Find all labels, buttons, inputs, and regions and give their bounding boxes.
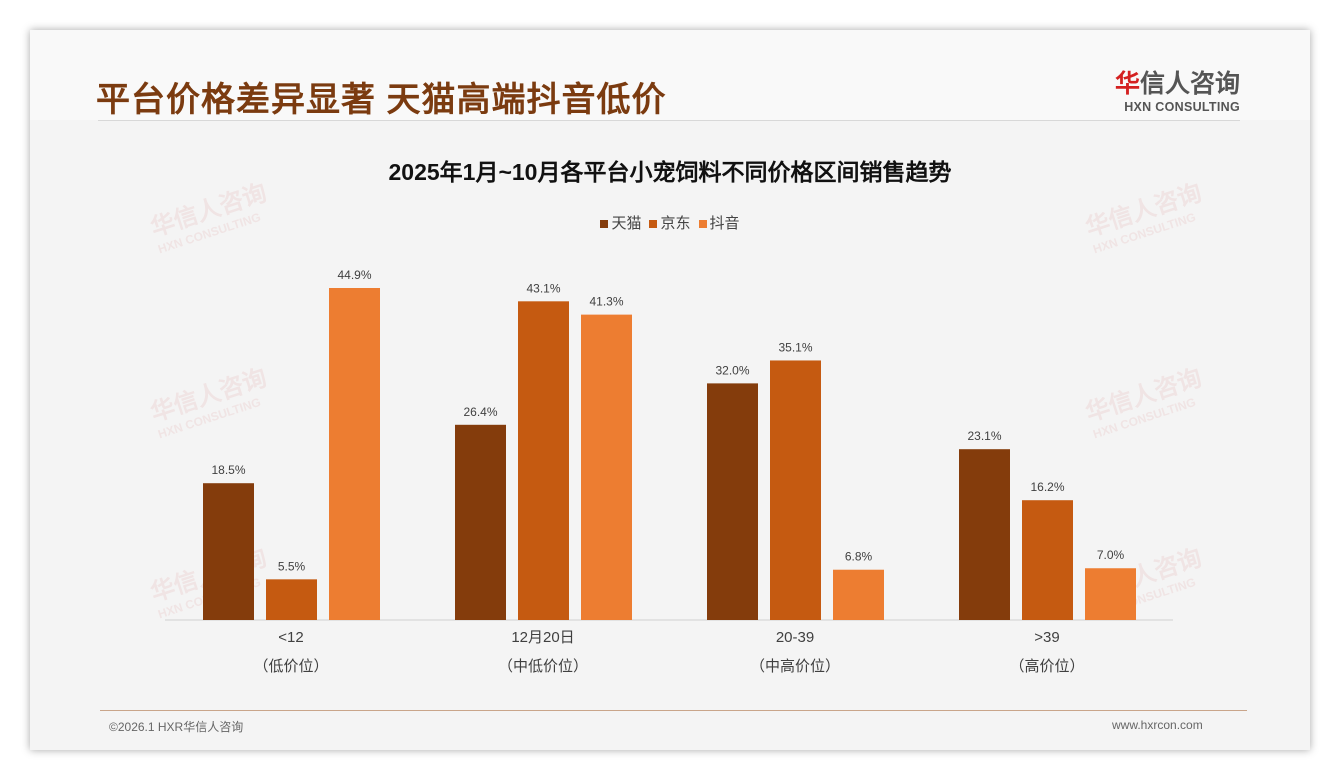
data-label: 43.1% [526, 281, 560, 295]
footer-rule [100, 710, 1247, 711]
bar [959, 449, 1010, 620]
x-tick-sublabel: （高价位） [1009, 658, 1084, 675]
bar [266, 579, 317, 620]
bar [203, 483, 254, 620]
data-label: 16.2% [1030, 480, 1064, 494]
legend-item: 京东 [649, 215, 691, 232]
slide: 平台价格差异显著 天猫高端抖音低价 华信人咨询 HXN CONSULTING [30, 30, 1310, 750]
legend-item: 天猫 [600, 215, 641, 232]
data-label: 32.0% [715, 363, 749, 377]
data-label: 23.1% [967, 429, 1001, 443]
chart-title: 2025年1月~10月各平台小宠饲料不同价格区间销售趋势 [388, 159, 952, 185]
legend-item: 抖音 [698, 215, 740, 232]
x-tick-sublabel: （中低价位） [498, 658, 588, 675]
divider [98, 120, 1240, 121]
x-tick-label: 20-39 [776, 629, 814, 646]
data-label: 6.8% [845, 550, 873, 564]
data-label: 18.5% [211, 463, 245, 477]
legend: 天猫 京东 抖音 [0, 212, 1340, 233]
bar [833, 569, 884, 620]
logo: 华信人咨询 HXN CONSULTING [1114, 70, 1240, 114]
bar [329, 288, 380, 620]
bar [581, 314, 632, 620]
slide-title: 平台价格差异显著 天猫高端抖音低价 [96, 81, 667, 119]
bar [1085, 568, 1136, 620]
x-tick-sublabel: （低价位） [253, 658, 328, 675]
x-tick-label: 12月20日 [511, 629, 574, 646]
bar [1022, 500, 1073, 620]
data-label: 26.4% [463, 405, 497, 419]
legend-label: 天猫 [611, 215, 642, 232]
legend-label: 抖音 [709, 215, 740, 232]
footer-url: www.hxrcon.com [1112, 718, 1203, 732]
bar [455, 424, 506, 620]
bar [707, 383, 758, 620]
footer-copyright: ©2026.1 HXR华信人咨询 [109, 720, 244, 734]
bar [518, 301, 569, 620]
data-label: 5.5% [278, 559, 306, 573]
legend-swatch [698, 220, 707, 228]
legend-swatch [649, 220, 658, 228]
legend-swatch [600, 220, 609, 228]
legend-label: 京东 [660, 215, 691, 232]
x-tick-sublabel: （中高价位） [750, 658, 840, 675]
x-tick-label: >39 [1034, 629, 1059, 646]
data-label: 7.0% [1097, 548, 1125, 562]
data-label: 35.1% [778, 340, 812, 354]
x-tick-label: <12 [278, 629, 303, 646]
data-label: 41.3% [589, 295, 623, 309]
bar [770, 360, 821, 620]
data-label: 44.9% [337, 268, 371, 282]
